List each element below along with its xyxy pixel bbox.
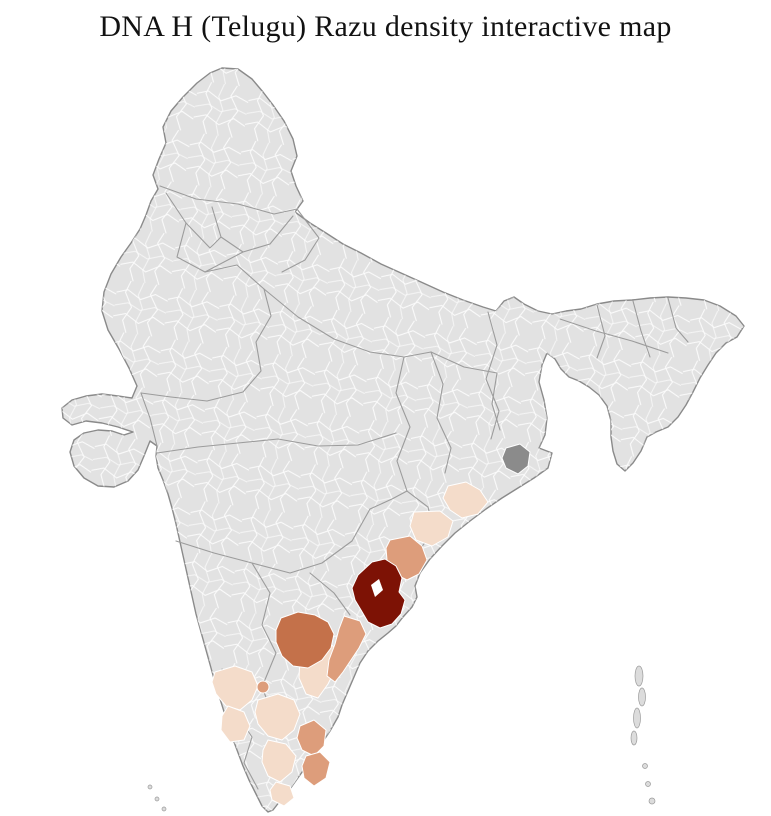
page-title: DNA H (Telugu) Razu density interactive … [99, 10, 672, 43]
island[interactable] [161, 806, 167, 812]
districts-low-density[interactable] [211, 481, 489, 807]
lakshadweep-islands[interactable] [147, 784, 167, 812]
island[interactable] [633, 707, 641, 729]
district-region-low[interactable] [254, 693, 301, 741]
district-region-low[interactable] [211, 665, 259, 711]
district-region-medium[interactable] [301, 751, 331, 787]
districts-high-density[interactable] [275, 611, 335, 669]
state-borders [140, 185, 689, 790]
district-region-low[interactable] [409, 510, 454, 547]
island[interactable] [634, 665, 644, 687]
island[interactable] [147, 784, 153, 790]
district-region-neutral-dark[interactable] [501, 443, 531, 475]
district-boundaries-texture [62, 68, 744, 812]
district-region-low[interactable] [220, 705, 251, 743]
district-region-medium[interactable] [256, 680, 270, 694]
district-region-low[interactable] [261, 739, 297, 783]
district-region-low[interactable] [269, 781, 295, 807]
district-region-medium[interactable] [296, 719, 327, 757]
district-region-medium[interactable] [326, 615, 367, 683]
island[interactable] [648, 797, 656, 805]
island[interactable] [154, 796, 160, 802]
island[interactable] [642, 763, 648, 769]
district-region-low[interactable] [442, 481, 489, 519]
island[interactable] [645, 781, 651, 787]
island[interactable] [630, 730, 638, 746]
districts-highest-density[interactable] [351, 558, 406, 629]
andaman-nicobar-islands[interactable] [630, 665, 656, 805]
district-region-high[interactable] [275, 611, 335, 669]
island[interactable] [638, 687, 646, 707]
district-border-gap [371, 579, 383, 597]
